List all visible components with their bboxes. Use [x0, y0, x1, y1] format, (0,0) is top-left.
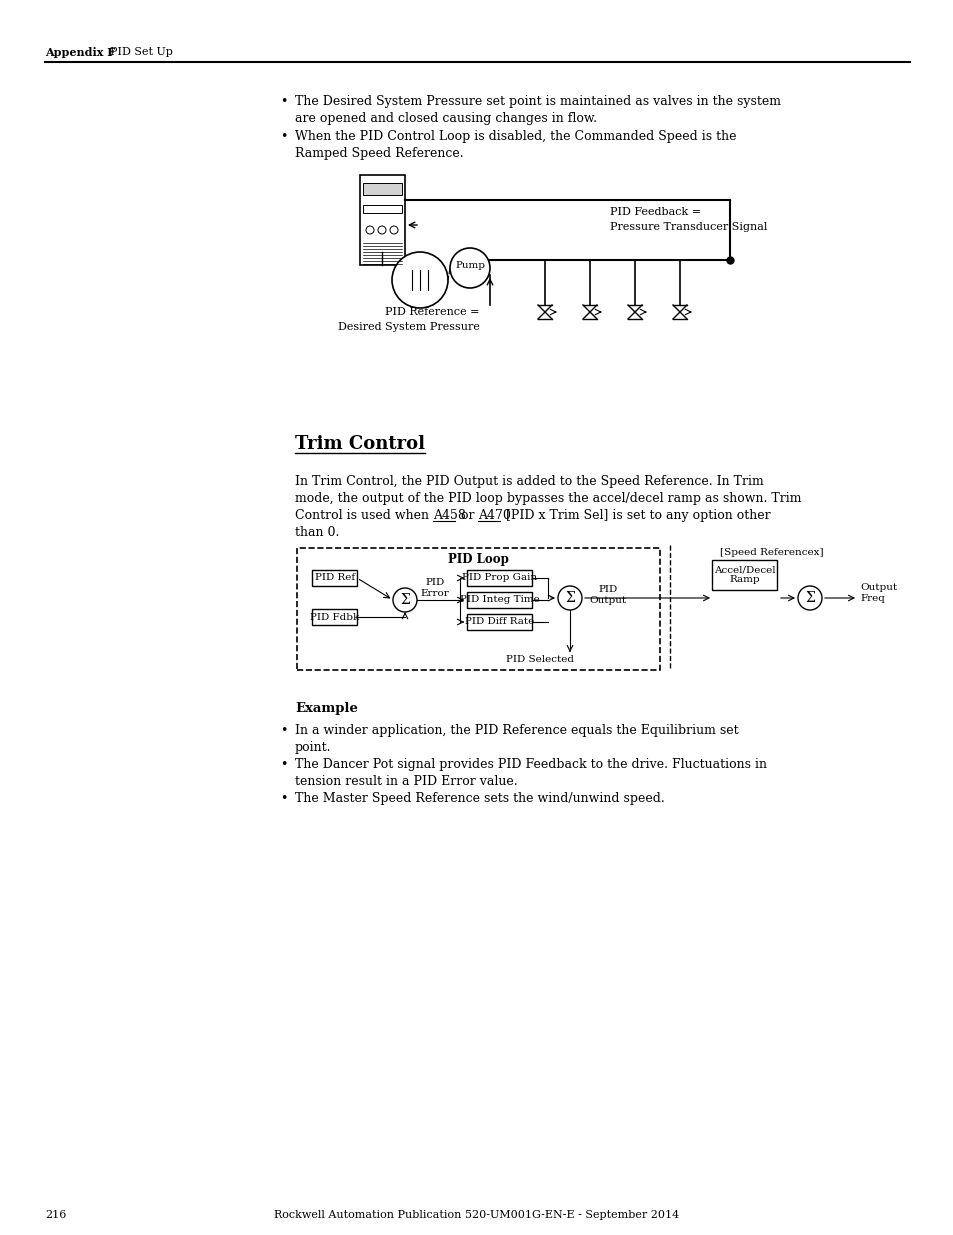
Circle shape [797, 585, 821, 610]
Bar [296, 548, 659, 671]
Text: or: or [456, 509, 478, 522]
Text: •: • [280, 95, 287, 107]
Text: Control is used when: Control is used when [294, 509, 433, 522]
Text: PID
Error: PID Error [420, 578, 449, 598]
Text: •: • [280, 130, 287, 143]
Text: Desired System Pressure: Desired System Pressure [337, 322, 479, 332]
Bar [363, 205, 401, 212]
Text: PID Loop: PID Loop [448, 553, 508, 566]
Text: PID Feedback =: PID Feedback = [609, 207, 700, 217]
Text: The Master Speed Reference sets the wind/unwind speed.: The Master Speed Reference sets the wind… [294, 792, 664, 805]
Bar [712, 559, 777, 590]
Text: tension result in a PID Error value.: tension result in a PID Error value. [294, 776, 517, 788]
Text: •: • [280, 758, 287, 771]
Text: mode, the output of the PID loop bypasses the accel/decel ramp as shown. Trim: mode, the output of the PID loop bypasse… [294, 492, 801, 505]
Text: Rockwell Automation Publication 520-UM001G-EN-E - September 2014: Rockwell Automation Publication 520-UM00… [274, 1210, 679, 1220]
Text: Ramp: Ramp [729, 576, 760, 584]
Text: Pump: Pump [455, 262, 484, 270]
Circle shape [390, 226, 397, 233]
Text: Trim Control: Trim Control [294, 435, 424, 453]
Bar [467, 571, 532, 585]
Text: PID Ref: PID Ref [314, 573, 355, 583]
Text: PID Reference =: PID Reference = [385, 308, 479, 317]
Bar [359, 175, 405, 266]
Bar [313, 571, 357, 585]
Bar [313, 609, 357, 625]
Bar [467, 592, 532, 608]
Text: Σ: Σ [564, 592, 575, 605]
Text: A458: A458 [433, 509, 465, 522]
Text: •: • [280, 724, 287, 737]
Text: •: • [280, 792, 287, 805]
Text: than 0.: than 0. [294, 526, 339, 538]
Text: In Trim Control, the PID Output is added to the Speed Reference. In Trim: In Trim Control, the PID Output is added… [294, 475, 763, 488]
Text: PID Prop Gain: PID Prop Gain [462, 573, 537, 583]
Text: When the PID Control Loop is disabled, the Commanded Speed is the: When the PID Control Loop is disabled, t… [294, 130, 736, 143]
Text: The Desired System Pressure set point is maintained as valves in the system: The Desired System Pressure set point is… [294, 95, 781, 107]
Text: Σ: Σ [804, 592, 814, 605]
Circle shape [393, 588, 416, 613]
Text: point.: point. [294, 741, 331, 755]
Bar [363, 183, 401, 195]
Text: A470: A470 [477, 509, 511, 522]
Text: Σ: Σ [399, 593, 410, 606]
Text: [Speed Referencex]: [Speed Referencex] [720, 548, 822, 557]
Text: Example: Example [294, 701, 357, 715]
Circle shape [377, 226, 386, 233]
Text: Output
Freq: Output Freq [859, 583, 896, 603]
Text: PID Fdbk: PID Fdbk [310, 613, 359, 621]
Circle shape [450, 248, 490, 288]
Text: PID Set Up: PID Set Up [110, 47, 172, 57]
Text: 216: 216 [45, 1210, 67, 1220]
Circle shape [366, 226, 374, 233]
Text: are opened and closed causing changes in flow.: are opened and closed causing changes in… [294, 112, 597, 125]
Bar [467, 614, 532, 630]
Circle shape [558, 585, 581, 610]
Circle shape [392, 252, 448, 308]
Text: PID Integ Time: PID Integ Time [459, 595, 539, 604]
Text: [PID x Trim Sel] is set to any option other: [PID x Trim Sel] is set to any option ot… [501, 509, 770, 522]
Text: Accel/Decel: Accel/Decel [714, 566, 775, 574]
Text: In a winder application, the PID Reference equals the Equilibrium set: In a winder application, the PID Referen… [294, 724, 738, 737]
Text: PID Diff Rate: PID Diff Rate [465, 618, 534, 626]
Text: Pressure Transducer Signal: Pressure Transducer Signal [609, 222, 766, 232]
Text: PID Selected: PID Selected [505, 655, 574, 664]
Text: PID
Output: PID Output [589, 585, 626, 605]
Text: The Dancer Pot signal provides PID Feedback to the drive. Fluctuations in: The Dancer Pot signal provides PID Feedb… [294, 758, 766, 771]
Text: Appendix F: Appendix F [45, 47, 115, 58]
Text: Ramped Speed Reference.: Ramped Speed Reference. [294, 147, 463, 161]
